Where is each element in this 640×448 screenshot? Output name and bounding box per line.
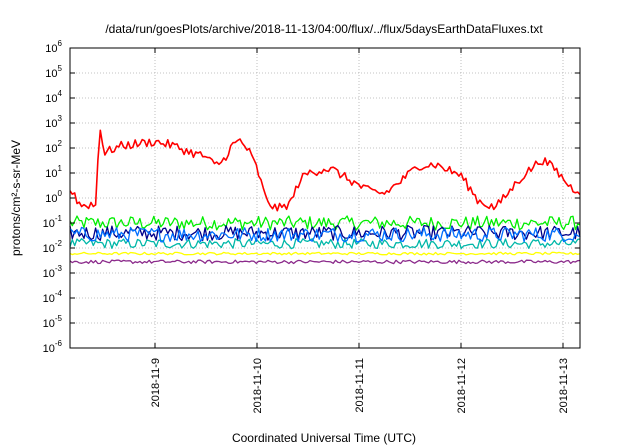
series-line — [69, 215, 581, 231]
y-tick-label: 104 — [45, 89, 62, 105]
y-tick-base: 10 — [43, 268, 55, 280]
y-tick-label: 10-2 — [43, 239, 63, 255]
y-tick-exponent: -1 — [55, 214, 63, 223]
x-tick-label: 2018-11-10 — [252, 358, 264, 413]
series-line — [69, 259, 581, 265]
y-tick-base: 10 — [45, 118, 57, 130]
tick-marks — [70, 47, 580, 349]
y-tick-base: 10 — [45, 43, 57, 55]
x-tick-label: 2018-11-11 — [354, 358, 366, 413]
y-tick-base: 10 — [43, 318, 55, 330]
y-tick-base: 10 — [43, 243, 55, 255]
y-tick-label: 103 — [45, 114, 62, 130]
y-tick-base: 10 — [45, 168, 57, 180]
series-line — [69, 226, 581, 243]
y-tick-label: 102 — [45, 139, 62, 155]
y-tick-label: 106 — [45, 39, 62, 55]
y-tick-exponent: -2 — [55, 239, 63, 248]
series-line — [69, 238, 581, 250]
y-tick-exponent: 2 — [58, 139, 63, 148]
grid-lines — [70, 48, 580, 348]
series-line — [69, 129, 581, 212]
x-tick-label: 2018-11-12 — [456, 358, 468, 413]
y-tick-label: 100 — [45, 189, 62, 205]
series-group — [69, 129, 581, 265]
y-tick-base: 10 — [45, 93, 57, 105]
x-axis-label: Coordinated Universal Time (UTC) — [232, 431, 416, 445]
y-tick-base: 10 — [43, 343, 55, 355]
x-tick-label: 2018-11-13 — [558, 358, 570, 413]
y-tick-label: 101 — [45, 164, 62, 180]
y-tick-label: 105 — [45, 64, 62, 80]
y-tick-exponent: 6 — [58, 39, 63, 48]
series-line — [69, 251, 581, 256]
x-tick-labels: 2018-11-9 2018-11-10 2018-11-11 2018-11-12 2… — [150, 358, 570, 413]
y-tick-exponent: 3 — [58, 114, 63, 123]
y-tick-base: 10 — [43, 293, 55, 305]
y-axis-label: protons/cm²-s-sr-MeV — [9, 140, 23, 256]
y-tick-base: 10 — [45, 143, 57, 155]
y-tick-exponent: -3 — [55, 264, 63, 273]
y-tick-exponent: 5 — [58, 64, 63, 73]
y-tick-exponent: 0 — [58, 189, 63, 198]
y-tick-exponent: -4 — [55, 289, 63, 298]
y-tick-exponent: 1 — [58, 164, 63, 173]
y-tick-label: 10-3 — [43, 264, 63, 280]
y-tick-base: 10 — [45, 68, 57, 80]
y-tick-label: 10-5 — [43, 314, 63, 330]
y-tick-label: 10-1 — [43, 214, 63, 230]
x-tick-label: 2018-11-9 — [150, 358, 162, 407]
y-tick-label: 10-6 — [43, 339, 63, 355]
y-tick-exponent: 4 — [58, 89, 63, 98]
y-tick-exponent: -6 — [55, 339, 63, 348]
chart-title: /data/run/goesPlots/archive/2018-11-13/0… — [105, 22, 543, 36]
y-tick-base: 10 — [45, 193, 57, 205]
y-tick-labels: 10610510410310210110010-110-210-310-410-… — [43, 39, 63, 355]
series-line — [69, 224, 581, 242]
y-tick-exponent: -5 — [55, 314, 63, 323]
y-tick-label: 10-4 — [43, 289, 63, 305]
y-tick-base: 10 — [43, 218, 55, 230]
